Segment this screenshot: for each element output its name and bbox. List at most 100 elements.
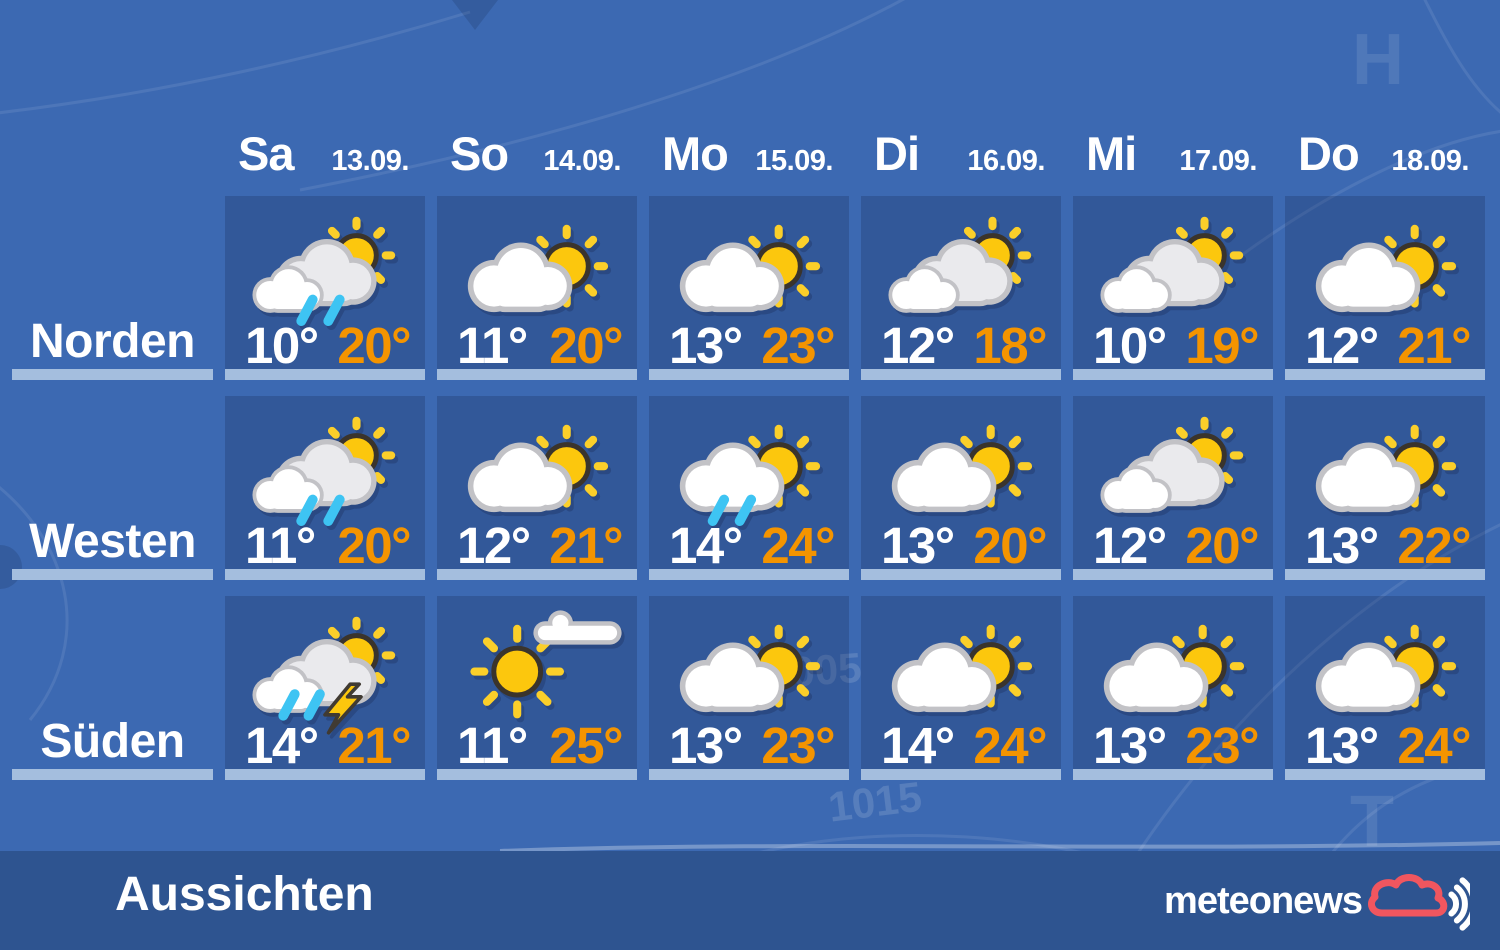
meteonews-logo-icon xyxy=(1368,873,1470,931)
max-temp: 24° xyxy=(973,717,1047,775)
min-temp: 11° xyxy=(457,317,528,375)
min-temp: 11° xyxy=(457,717,528,775)
weather-icon-sun-two-clouds-rain xyxy=(235,404,415,550)
weather-icon-sun-cloud xyxy=(1295,604,1475,750)
max-temp: 20° xyxy=(337,517,411,575)
date-label: 14.09. xyxy=(543,145,621,177)
brand-name: meteonews xyxy=(1164,879,1363,922)
max-temp: 20° xyxy=(1185,517,1259,575)
date-label: 16.09. xyxy=(967,145,1045,177)
temperature-row: 14° 21° xyxy=(225,717,425,776)
cell-underline-bar xyxy=(1285,369,1485,380)
forecast-cell: 13° 24° xyxy=(1285,596,1485,780)
cell-underline-bar xyxy=(1073,369,1273,380)
temperature-row: 14° 24° xyxy=(861,717,1061,776)
cell-underline-bar xyxy=(649,569,849,580)
temperature-row: 11° 25° xyxy=(437,717,637,776)
low-pressure-letter: T xyxy=(1350,782,1394,862)
min-temp: 13° xyxy=(1093,717,1167,775)
temperature-row: 13° 23° xyxy=(1073,717,1273,776)
date-label: 15.09. xyxy=(755,145,833,177)
max-temp: 20° xyxy=(973,517,1047,575)
weather-icon-sun-two-clouds xyxy=(1083,404,1263,550)
meteonews-brand: meteonews xyxy=(1164,851,1470,950)
min-temp: 13° xyxy=(669,717,743,775)
min-temp: 14° xyxy=(669,517,743,575)
min-temp: 13° xyxy=(881,517,955,575)
day-header-so: So 14.09. xyxy=(437,130,637,182)
cold-front-symbol xyxy=(452,0,498,30)
weather-icon-sun-cloud xyxy=(1295,404,1475,550)
page-title: Aussichten xyxy=(115,868,374,921)
forecast-cell: 13° 23° xyxy=(649,596,849,780)
weather-icon-sun-two-clouds xyxy=(871,204,1051,350)
forecast-cell: 13° 20° xyxy=(861,396,1061,580)
min-temp: 12° xyxy=(1093,517,1167,575)
day-header-sa: Sa 13.09. xyxy=(225,130,425,182)
max-temp: 18° xyxy=(973,317,1047,375)
min-temp: 12° xyxy=(1305,317,1379,375)
day-header-di: Di 16.09. xyxy=(861,130,1061,182)
temperature-row: 12° 18° xyxy=(861,317,1061,376)
day-name-label: Do xyxy=(1298,127,1360,180)
temperature-row: 13° 24° xyxy=(1285,717,1485,776)
temperature-row: 13° 23° xyxy=(649,317,849,376)
temperature-row: 11° 20° xyxy=(437,317,637,376)
min-temp: 13° xyxy=(669,317,743,375)
max-temp: 20° xyxy=(337,317,411,375)
min-temp: 14° xyxy=(245,717,319,775)
max-temp: 22° xyxy=(1397,517,1471,575)
cell-underline-bar xyxy=(1073,569,1273,580)
cell-underline-bar xyxy=(437,769,637,780)
day-name-label: Sa xyxy=(238,127,294,180)
max-temp: 23° xyxy=(761,317,835,375)
max-temp: 21° xyxy=(1397,317,1471,375)
cell-underline-bar xyxy=(225,369,425,380)
min-temp: 14° xyxy=(881,717,955,775)
forecast-cell: 14° 21° xyxy=(225,596,425,780)
forecast-cell: 11° 20° xyxy=(225,396,425,580)
max-temp: 23° xyxy=(1185,717,1259,775)
max-temp: 24° xyxy=(1397,717,1471,775)
max-temp: 21° xyxy=(337,717,411,775)
forecast-cell: 12° 20° xyxy=(1073,396,1273,580)
cell-underline-bar xyxy=(1073,769,1273,780)
temperature-row: 10° 19° xyxy=(1073,317,1273,376)
weather-icon-sun-two-clouds-rain xyxy=(235,204,415,350)
cell-underline-bar xyxy=(649,369,849,380)
region-label: Norden xyxy=(30,315,196,368)
cell-underline-bar xyxy=(1285,569,1485,580)
weather-icon-sun-cloud-rain xyxy=(659,404,839,550)
cell-underline-bar xyxy=(437,369,637,380)
cell-underline-bar xyxy=(225,769,425,780)
forecast-cell: 13° 23° xyxy=(649,196,849,380)
max-temp: 20° xyxy=(549,317,623,375)
forecast-cell: 12° 21° xyxy=(437,396,637,580)
max-temp: 21° xyxy=(549,517,623,575)
max-temp: 25° xyxy=(549,717,623,775)
forecast-cell: 14° 24° xyxy=(861,596,1061,780)
day-name-label: Mi xyxy=(1086,127,1137,180)
forecast-cell: 14° 24° xyxy=(649,396,849,580)
weather-icon-sun-cloud xyxy=(1083,604,1263,750)
cell-underline-bar xyxy=(225,569,425,580)
weather-icon-sun-cloud xyxy=(871,404,1051,550)
day-name-label: So xyxy=(450,127,509,180)
cell-underline-bar xyxy=(1285,769,1485,780)
weather-icon-sun-cloud xyxy=(447,204,627,350)
weather-icon-sun-cloud xyxy=(659,604,839,750)
forecast-cell: 12° 18° xyxy=(861,196,1061,380)
temperature-row: 13° 20° xyxy=(861,517,1061,576)
temperature-row: 13° 23° xyxy=(649,717,849,776)
min-temp: 12° xyxy=(881,317,955,375)
max-temp: 23° xyxy=(761,717,835,775)
min-temp: 10° xyxy=(1093,317,1167,375)
cell-underline-bar xyxy=(861,569,1061,580)
forecast-cell: 13° 22° xyxy=(1285,396,1485,580)
weather-icon-sun-cloud xyxy=(871,604,1051,750)
date-label: 17.09. xyxy=(1179,145,1257,177)
weather-icon-sun-cloud xyxy=(1295,204,1475,350)
day-header-mo: Mo 15.09. xyxy=(649,130,849,182)
day-name-label: Di xyxy=(874,127,920,180)
